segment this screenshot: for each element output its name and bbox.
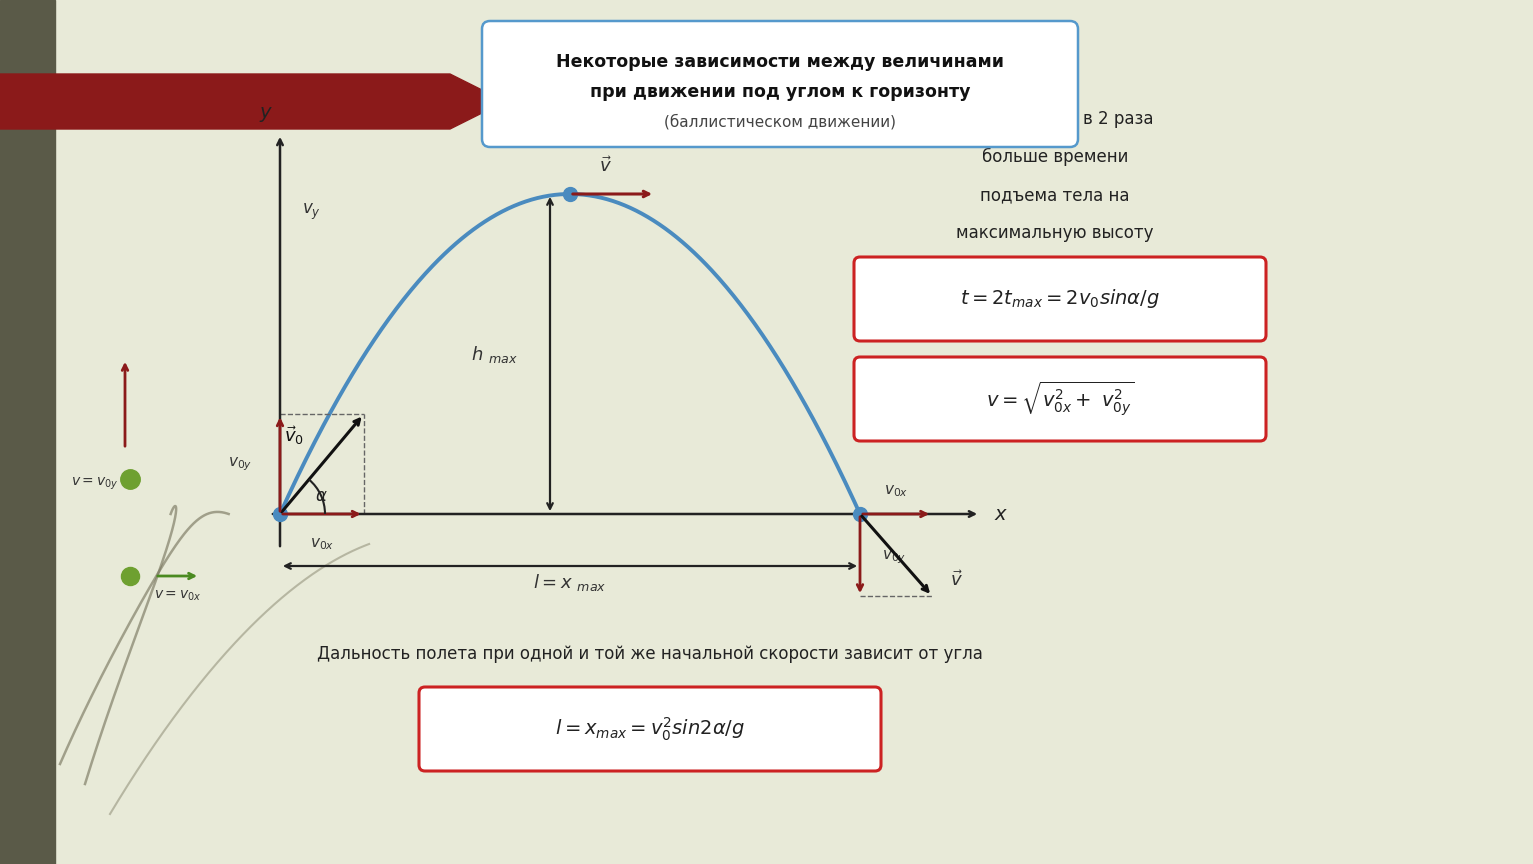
Text: Время полета в 2 раза: Время полета в 2 раза xyxy=(957,110,1154,128)
Bar xyxy=(0,0,55,864)
Text: y: y xyxy=(259,103,271,122)
Text: (баллистическом движении): (баллистическом движении) xyxy=(664,114,895,130)
Text: $\vec{v}$: $\vec{v}$ xyxy=(598,156,612,176)
Text: x: x xyxy=(995,505,1007,524)
Text: $v_{0x}$: $v_{0x}$ xyxy=(885,483,908,499)
Text: Некоторые зависимости между величинами: Некоторые зависимости между величинами xyxy=(556,53,1004,71)
Text: $v = \sqrt{v_{0x}^{2}+\ v_{0y}^{2}}$: $v = \sqrt{v_{0x}^{2}+\ v_{0y}^{2}}$ xyxy=(986,380,1134,418)
Text: $v_{0x}$: $v_{0x}$ xyxy=(310,536,334,552)
Text: $\alpha$: $\alpha$ xyxy=(314,487,328,505)
Text: Дальность полета при одной и той же начальной скорости зависит от угла: Дальность полета при одной и той же нача… xyxy=(317,645,983,663)
FancyBboxPatch shape xyxy=(481,21,1078,147)
Text: при движении под углом к горизонту: при движении под углом к горизонту xyxy=(590,83,970,101)
Text: $v_{0y}$: $v_{0y}$ xyxy=(228,455,251,473)
Text: $t= 2t_{max} = 2v_0 sin\alpha/g$: $t= 2t_{max} = 2v_0 sin\alpha/g$ xyxy=(960,288,1160,310)
Text: максимальную высоту: максимальную высоту xyxy=(957,224,1154,242)
FancyBboxPatch shape xyxy=(854,257,1266,341)
Text: $\vec{v}_0$: $\vec{v}_0$ xyxy=(284,424,304,448)
Text: $v_y$: $v_y$ xyxy=(302,202,320,222)
FancyBboxPatch shape xyxy=(854,357,1266,441)
Text: больше времени: больше времени xyxy=(981,148,1128,166)
Text: $v=v_{0x}$: $v=v_{0x}$ xyxy=(155,589,202,603)
Text: $h\ _{max}$: $h\ _{max}$ xyxy=(472,344,518,365)
FancyBboxPatch shape xyxy=(419,687,881,771)
Text: $l = x\ _{max}$: $l = x\ _{max}$ xyxy=(533,572,607,593)
Text: $v_{0y}$: $v_{0y}$ xyxy=(881,548,906,566)
Polygon shape xyxy=(0,74,504,129)
Text: $v=v_{0y}$: $v=v_{0y}$ xyxy=(71,476,118,492)
Text: подъема тела на: подъема тела на xyxy=(980,186,1130,204)
Text: $\vec{v}$: $\vec{v}$ xyxy=(950,570,963,590)
Text: $l = x_{max}= v_0^2 sin2\alpha /g$: $l = x_{max}= v_0^2 sin2\alpha /g$ xyxy=(555,715,745,743)
